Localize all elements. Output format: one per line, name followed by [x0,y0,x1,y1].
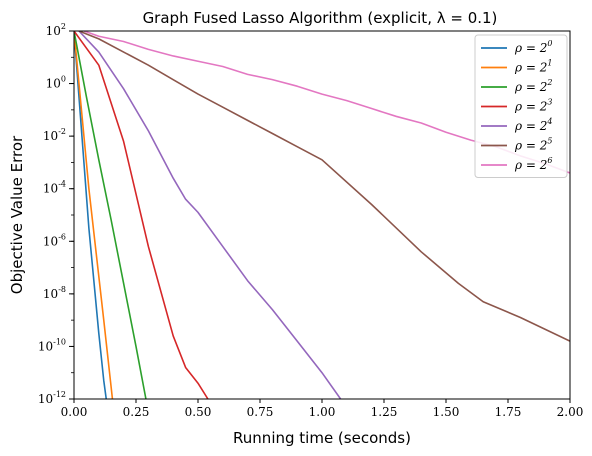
x-tick-label: 1.00 [309,405,336,419]
y-tick-label: 10-6 [43,232,66,248]
series-line [74,31,147,399]
legend-label: ρ = 21 [514,59,552,75]
x-axis-label: Running time (seconds) [233,429,411,447]
x-tick-label: 1.75 [495,405,522,419]
y-axis: 102 100 10-2 10-4 10-6 10-8 10-10 10-12 [38,22,74,406]
legend-label: ρ = 22 [514,78,552,94]
series-line [74,31,108,399]
y-tick-label: 10-4 [43,180,66,196]
legend-label: ρ = 23 [514,98,552,114]
legend-label: ρ = 20 [514,39,552,55]
y-tick-label: 100 [46,75,66,91]
y-tick-label: 10-2 [43,127,66,143]
x-axis: 0.00 0.25 0.50 0.75 1.00 1.25 1.50 1.75 2.00 [61,399,584,419]
series-line [74,31,209,399]
legend-label: ρ = 26 [514,156,552,172]
y-tick-label: 10-8 [43,285,66,301]
x-tick-label: 0.00 [61,405,88,419]
y-tick-label: 10-10 [38,337,66,353]
x-tick-label: 1.25 [371,405,398,419]
legend-label: ρ = 25 [514,137,552,153]
y-axis-label: Objective Value Error [8,135,26,294]
series-line [74,31,114,399]
x-tick-label: 0.50 [185,405,212,419]
x-tick-label: 2.00 [557,405,584,419]
x-tick-label: 0.75 [247,405,274,419]
chart-title: Graph Fused Lasso Algorithm (explicit, λ… [143,9,498,27]
series-line [78,31,342,399]
legend: ρ = 20 ρ = 21 ρ = 22 ρ = 23 ρ = 24 ρ = 25 ρ = … [474,34,568,178]
y-tick-label: 102 [46,22,66,38]
series-line [78,31,570,342]
legend-label: ρ = 24 [514,117,552,133]
x-tick-label: 1.50 [433,405,460,419]
y-tick-label: 10-12 [38,390,66,406]
x-tick-label: 0.25 [123,405,150,419]
legend-box [474,34,568,178]
